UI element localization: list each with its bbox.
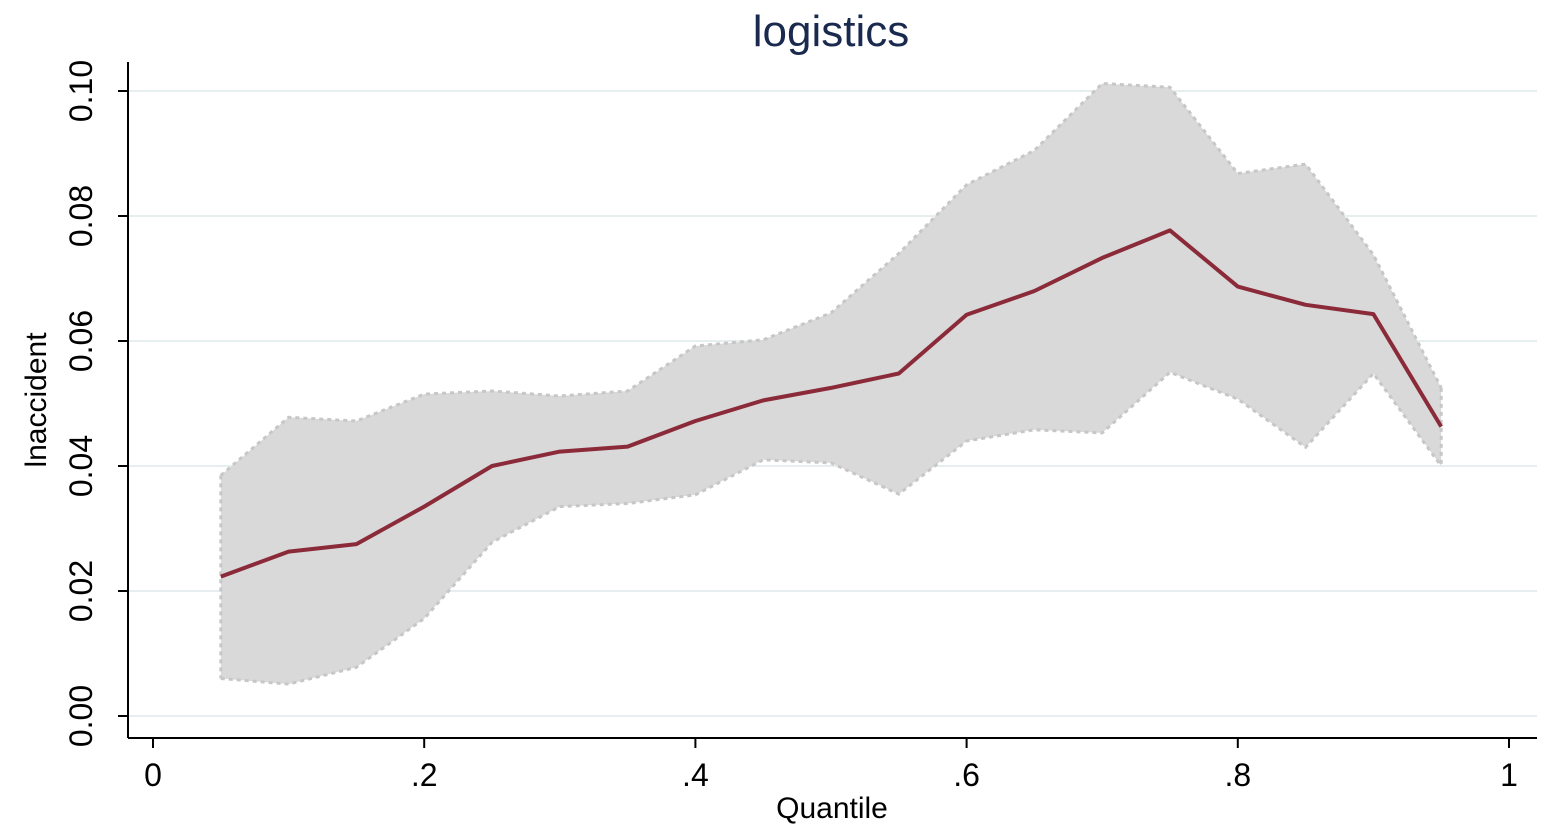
axes: 0.00 0.02 0.04 0.06 0.08 0.10 0 .2 .4 .6 .8 1 [63,60,1537,793]
band-upper-bound [219,81,1443,477]
y-tick-label-1: 0.02 [63,560,99,622]
y-axis-label: lnaccident [20,332,53,468]
confidence-band [220,83,1442,685]
x-tick-label-2: .4 [682,757,709,793]
y-tick-label-5: 0.10 [63,60,99,122]
y-tick-label-3: 0.06 [63,310,99,372]
confidence-band-group [219,81,1443,686]
estimate-line-group [220,228,1443,579]
y-tick-label-2: 0.04 [63,435,99,497]
y-tick-label-0: 0.00 [63,685,99,747]
band-lower-bound [220,370,1443,686]
x-tick-label-4: .8 [1224,757,1251,793]
x-tick-label-5: 1 [1500,757,1518,793]
chart-title: logistics [753,7,910,56]
x-tick-label-0: 0 [144,757,162,793]
x-tick-label-1: .2 [411,757,438,793]
x-tick-label-3: .6 [953,757,980,793]
y-tick-label-4: 0.08 [63,185,99,247]
x-axis-label: Quantile [776,792,888,825]
